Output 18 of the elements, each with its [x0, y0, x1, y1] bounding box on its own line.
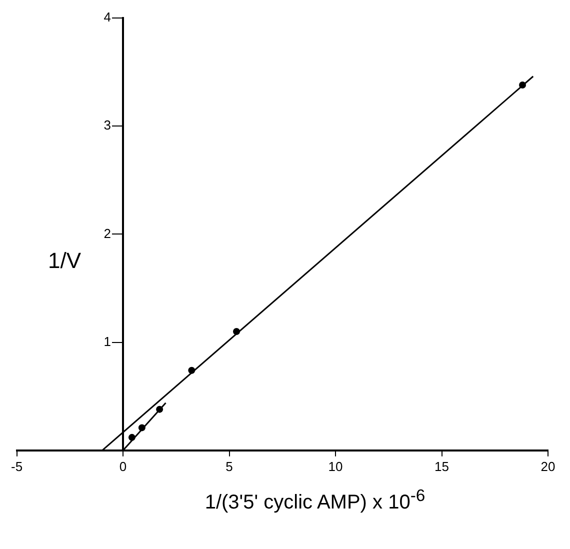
x-axis-title: 1/(3'5' cyclic AMP) x 10$^{-6}$ — [204, 486, 426, 515]
x-tick-label: 10 — [328, 458, 343, 474]
x-tick-label: -5 — [11, 458, 23, 474]
point — [138, 424, 146, 432]
y-tick-label: 2 — [104, 226, 112, 241]
point — [519, 82, 526, 89]
point — [232, 328, 240, 335]
y-tick-label: 4 — [104, 10, 112, 25]
point — [188, 366, 196, 374]
x-tick-label: 20 — [540, 458, 556, 474]
point — [156, 406, 164, 413]
x-tick-label: 15 — [434, 458, 449, 474]
point — [128, 434, 136, 441]
y-tick-label: 3 — [104, 118, 112, 133]
x-tick-label: 0 — [119, 458, 127, 474]
y-axis-title: 1/V — [48, 248, 82, 274]
x-tick-label: 5 — [226, 458, 233, 474]
y-tick-label: 1 — [104, 334, 112, 349]
